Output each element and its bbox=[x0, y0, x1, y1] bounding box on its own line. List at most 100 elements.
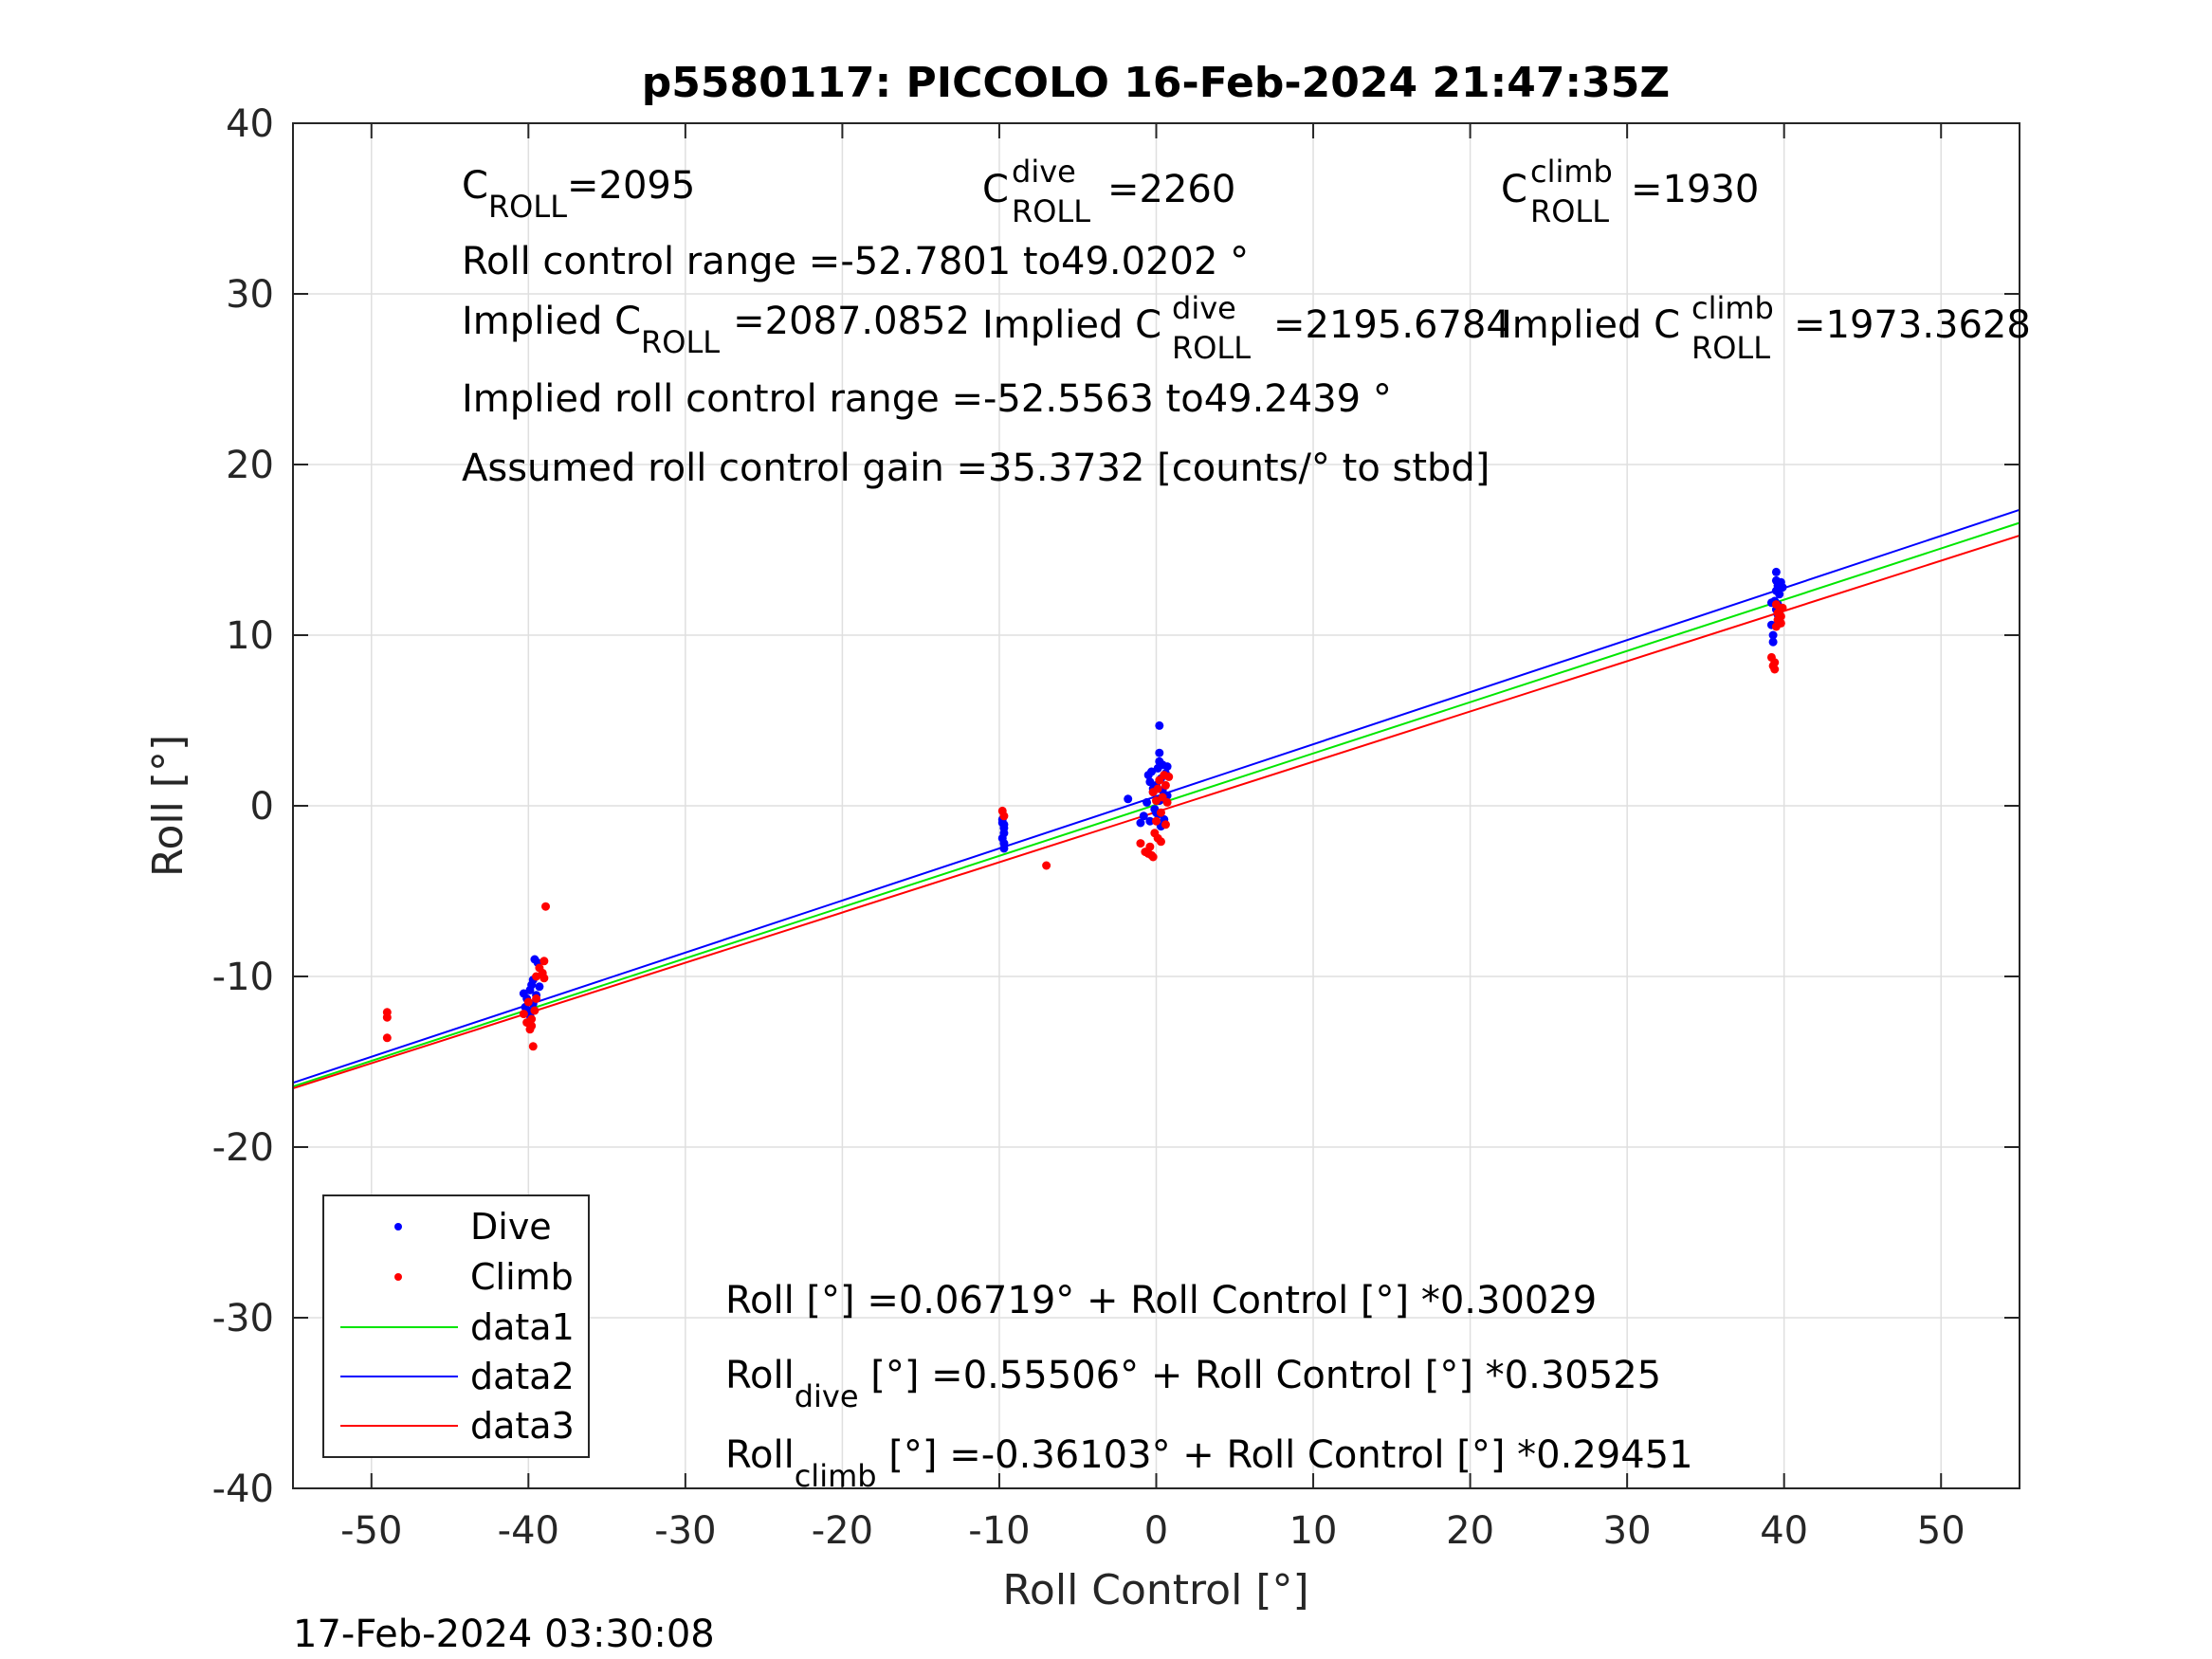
point-dive bbox=[535, 982, 544, 992]
point-climb bbox=[539, 974, 549, 983]
c-roll-dive-annotation: Cdive ROLL =2260 bbox=[982, 154, 1235, 229]
fit-dive-annotation: Rolldive [°] =0.55506° + Roll Control [°… bbox=[725, 1354, 1661, 1414]
point-dive bbox=[1139, 811, 1148, 821]
c-roll-annotation: CROLL=2095 bbox=[462, 164, 695, 225]
y-tick-label: -40 bbox=[212, 1468, 274, 1511]
point-dive bbox=[1775, 590, 1784, 599]
point-dive bbox=[1155, 748, 1164, 757]
fit-all-annotation: Roll [°] =0.06719° + Roll Control [°] *0… bbox=[725, 1279, 1597, 1322]
point-climb bbox=[1770, 665, 1780, 674]
point-climb bbox=[1156, 808, 1165, 817]
annotations: CROLL=2095 Cdive ROLL =2260 Cclimb ROLL =193… bbox=[462, 154, 2031, 1494]
point-climb bbox=[523, 997, 533, 1007]
chart-title: p5580117: PICCOLO 16-Feb-2024 21:47:35Z bbox=[642, 59, 1670, 107]
point-climb bbox=[1152, 796, 1161, 806]
plot-border bbox=[292, 122, 2020, 1489]
point-climb bbox=[1771, 600, 1781, 610]
y-tick-label: -30 bbox=[212, 1297, 274, 1340]
point-climb bbox=[1145, 842, 1155, 851]
point-climb bbox=[1161, 820, 1170, 830]
point-climb bbox=[1770, 658, 1780, 667]
assumed-gain-annotation: Assumed roll control gain =35.3732 [coun… bbox=[462, 447, 1490, 490]
x-tick-label: 40 bbox=[1760, 1509, 1808, 1553]
point-climb bbox=[1136, 839, 1145, 848]
point-climb bbox=[1148, 852, 1158, 862]
x-axis-label: Roll Control [°] bbox=[1002, 1566, 1308, 1614]
point-dive bbox=[1155, 720, 1164, 730]
x-tick-label: -40 bbox=[498, 1509, 559, 1553]
y-tick-label: 30 bbox=[226, 273, 274, 317]
point-dive bbox=[1768, 637, 1778, 647]
point-climb bbox=[1776, 618, 1785, 628]
point-climb bbox=[1156, 837, 1165, 847]
point-climb bbox=[527, 1021, 537, 1030]
point-climb bbox=[532, 994, 541, 1003]
point-climb bbox=[532, 972, 541, 981]
x-tick-label: -20 bbox=[812, 1509, 873, 1553]
point-dive bbox=[1145, 816, 1155, 826]
point-climb bbox=[1042, 861, 1051, 870]
point-dive bbox=[1162, 762, 1172, 772]
legend-marker-climb bbox=[394, 1273, 402, 1281]
point-dive bbox=[1124, 794, 1133, 804]
point-climb bbox=[382, 1033, 392, 1043]
x-tick-label: -50 bbox=[340, 1509, 402, 1553]
fit-climb-annotation: Rollclimb [°] =-0.36103° + Roll Control … bbox=[725, 1433, 1693, 1494]
x-tick-label: 20 bbox=[1446, 1509, 1494, 1553]
point-dive bbox=[1771, 567, 1781, 576]
x-tick-label: 0 bbox=[1144, 1509, 1168, 1553]
x-tick-label: -10 bbox=[968, 1509, 1030, 1553]
y-tick-label: 0 bbox=[250, 785, 274, 829]
roll-control-range-annotation: Roll control range =-52.7801 to49.0202 ° bbox=[462, 240, 1249, 283]
y-axis-label: Roll [°] bbox=[144, 735, 192, 877]
point-dive bbox=[999, 844, 1009, 853]
implied-c-roll-annotation: Implied CROLL =2087.0852 bbox=[462, 300, 970, 360]
y-tick-label: -10 bbox=[212, 956, 274, 999]
y-tick-label: -20 bbox=[212, 1126, 274, 1170]
c-roll-climb-annotation: Cclimb ROLL =1930 bbox=[1501, 154, 1759, 229]
legend-marker-dive bbox=[394, 1223, 402, 1231]
legend: Dive Climb data1 data2 data3 bbox=[322, 1194, 590, 1458]
point-climb bbox=[519, 1010, 528, 1019]
point-dive bbox=[1143, 797, 1152, 807]
x-tick-label: 30 bbox=[1603, 1509, 1652, 1553]
point-climb bbox=[1161, 780, 1170, 790]
implied-roll-control-range-annotation: Implied roll control range =-52.5563 to4… bbox=[462, 377, 1392, 421]
x-tick-label: 10 bbox=[1289, 1509, 1338, 1553]
fit-line-data2 bbox=[292, 508, 2020, 1085]
point-climb bbox=[999, 811, 1009, 821]
point-climb bbox=[1148, 788, 1158, 797]
legend-label-data3: data3 bbox=[470, 1405, 575, 1447]
x-tick-label: -30 bbox=[654, 1509, 716, 1553]
y-tick-label: 10 bbox=[226, 614, 274, 658]
point-dive bbox=[1147, 767, 1157, 776]
point-dive bbox=[1145, 777, 1155, 787]
point-climb bbox=[1164, 772, 1174, 781]
point-dive bbox=[1768, 630, 1778, 640]
point-dive bbox=[1136, 818, 1145, 828]
point-climb bbox=[541, 902, 551, 911]
x-tick-label: 50 bbox=[1917, 1509, 1965, 1553]
point-dive bbox=[1778, 583, 1787, 592]
legend-label-climb: Climb bbox=[470, 1256, 574, 1298]
tick-labels: -50 -40 -30 -20 -10 0 10 20 30 40 50 -40 -30 -20 -10 0 1… bbox=[212, 102, 1965, 1553]
data-points bbox=[382, 567, 1787, 1051]
point-climb bbox=[528, 1042, 538, 1051]
point-climb bbox=[382, 1012, 392, 1022]
y-tick-label: 40 bbox=[226, 102, 274, 146]
point-climb bbox=[1152, 816, 1161, 826]
legend-label-data2: data2 bbox=[470, 1356, 575, 1397]
point-climb bbox=[539, 957, 549, 966]
point-climb bbox=[530, 1006, 539, 1015]
point-climb bbox=[1162, 797, 1172, 807]
point-dive bbox=[999, 820, 1009, 830]
y-tick-label: 20 bbox=[226, 444, 274, 487]
legend-label-data1: data1 bbox=[470, 1306, 575, 1348]
legend-label-dive: Dive bbox=[470, 1206, 552, 1248]
footer-timestamp: 17-Feb-2024 03:30:08 bbox=[293, 1613, 715, 1656]
point-climb bbox=[527, 1014, 537, 1024]
point-climb bbox=[1773, 609, 1782, 618]
